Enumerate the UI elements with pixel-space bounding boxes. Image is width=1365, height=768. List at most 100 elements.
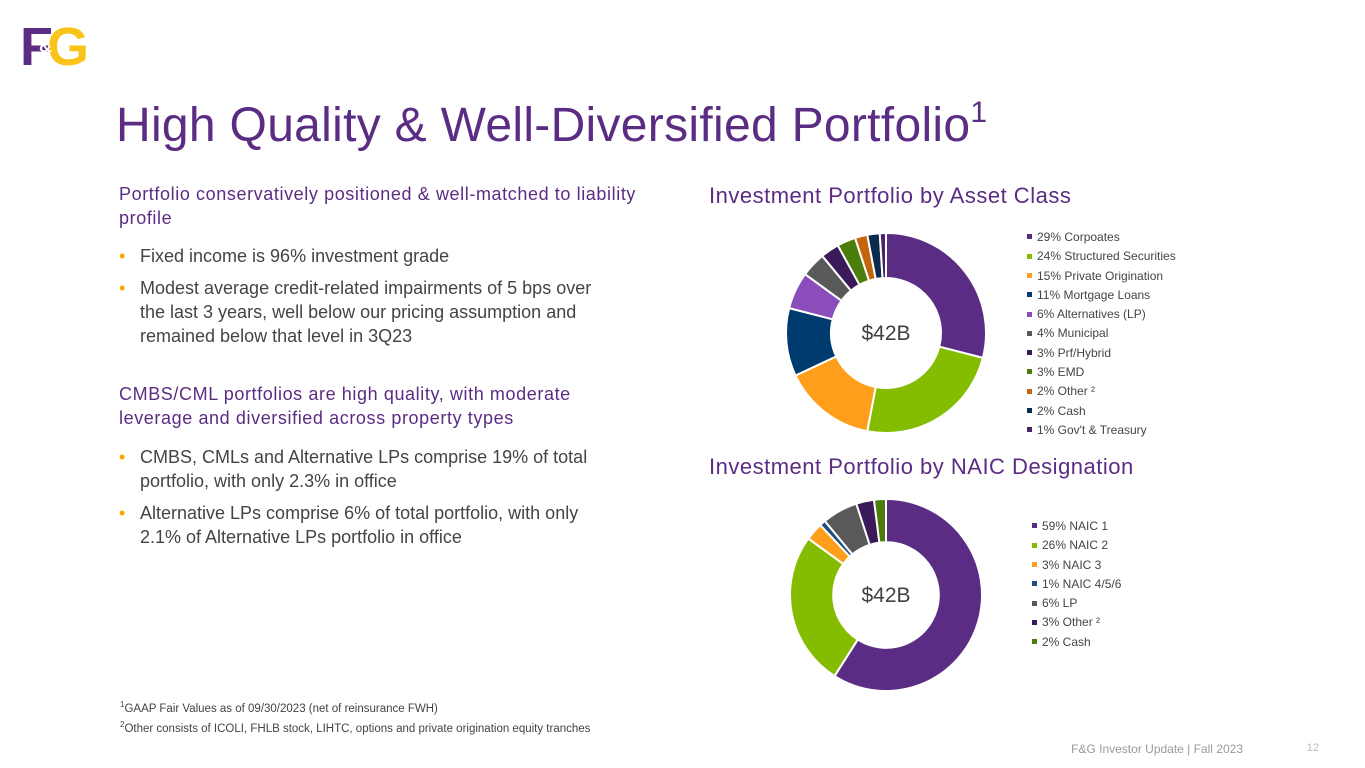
bullet-text: Alternative LPs comprise 6% of total por… (140, 503, 579, 547)
legend-label: 6% Alternatives (LP) (1037, 307, 1146, 322)
legend-item: 26% NAIC 2 (1032, 536, 1121, 555)
legend-swatch (1027, 330, 1032, 336)
legend-item: 6% LP (1032, 594, 1121, 613)
legend-label: 3% Prf/Hybrid (1037, 345, 1112, 360)
bullet-text: CMBS, CMLs and Alternative LPs comprise … (140, 447, 588, 491)
legend-swatch (1032, 600, 1037, 606)
legend-label: 29% Corpoates (1037, 230, 1120, 244)
donut-slice (878, 231, 887, 280)
legend-item: 2% Cash (1027, 402, 1176, 421)
logo-g-letter: G (47, 17, 89, 68)
legend-label: 11% Mortgage Loans (1037, 287, 1151, 302)
legend-label: 15% Private Origination (1037, 268, 1164, 283)
logo-f-letter: F (20, 17, 53, 68)
legend-swatch (1027, 369, 1032, 375)
asset-class-donut-chart: $42B (785, 231, 987, 434)
donut-slice (872, 497, 887, 544)
bullet-text: Fixed income is 96% investment grade (140, 246, 450, 266)
legend-swatch (1027, 427, 1032, 433)
legend-item: 3% NAIC 3 (1032, 556, 1121, 575)
section1-bullet: • Modest average credit-related impairmen… (119, 276, 599, 348)
legend-item: 1% NAIC 4/5/6 (1032, 575, 1121, 594)
legend-item: 29% Corpoates (1027, 228, 1176, 247)
footnote-text: Other consists of ICOLI, FHLB stock, LIH… (124, 722, 591, 735)
naic-designation-legend: 59% NAIC 1 26% NAIC 2 3% NAIC 3 1% NAIC 4/5… (1032, 517, 1121, 652)
bullet-dot: • (119, 503, 126, 523)
legend-swatch (1027, 234, 1032, 240)
legend-label: 2% Cash (1042, 634, 1091, 649)
naic-designation-donut-chart: $42B (789, 497, 983, 692)
footnote-text: GAAP Fair Values as of 09/30/2023 (net o… (124, 702, 438, 715)
section1-heading: Portfolio conservatively positioned & we… (119, 184, 637, 228)
footnote-marker: 2 (120, 719, 125, 729)
bullet-text: Modest average credit-related impairment… (140, 278, 592, 346)
page-title-text: High Quality & Well-Diversified Portfoli… (116, 99, 971, 152)
legend-label: 4% Municipal (1037, 326, 1109, 341)
section2-bullet: • CMBS, CMLs and Alternative LPs comprise… (119, 445, 599, 493)
legend-label: 1% Gov't & Treasury (1037, 422, 1147, 437)
chart2-title: Investment Portfolio by NAIC Designation (709, 454, 1134, 479)
legend-item: 3% Prf/Hybrid (1027, 344, 1176, 363)
legend-item: 11% Mortgage Loans (1027, 286, 1176, 305)
bullet-dot: • (119, 447, 126, 467)
bullet-dot: • (119, 278, 126, 298)
legend-item: 4% Municipal (1027, 324, 1176, 343)
donut-slice (789, 537, 860, 678)
legend-label: 2% Cash (1037, 403, 1086, 418)
legend-swatch (1027, 292, 1032, 298)
footnote-marker: 1 (120, 700, 125, 709)
chart1-title: Investment Portfolio by Asset Class (709, 183, 1072, 208)
legend-item: 6% Alternatives (LP) (1027, 305, 1176, 324)
section2-bullets: • CMBS, CMLs and Alternative LPs comprise… (119, 445, 599, 557)
footnotes: 1GAAP Fair Values as of 09/30/2023 (net … (120, 697, 590, 737)
legend-label: 24% Structured Securities (1037, 249, 1176, 264)
donut-slice (833, 497, 983, 692)
legend-label: 3% EMD (1037, 365, 1085, 380)
legend-swatch (1027, 388, 1032, 394)
legend-item: 3% EMD (1027, 363, 1176, 382)
footnote-1: 1GAAP Fair Values as of 09/30/2023 (net … (120, 697, 590, 717)
legend-swatch (1027, 311, 1032, 317)
legend-swatch (1032, 542, 1037, 548)
page-number: 12 (1306, 742, 1319, 754)
legend-label: 2% Other ² (1037, 384, 1096, 399)
legend-label: 26% NAIC 2 (1042, 538, 1109, 553)
fg-logo: F G & (20, 17, 89, 68)
legend-label: 59% NAIC 1 (1042, 519, 1109, 533)
page-title-footnote-marker: 1 (970, 96, 988, 129)
section1-bullets: • Fixed income is 96% investment grade • M… (119, 244, 599, 356)
footnote-2: 2Other consists of ICOLI, FHLB stock, LI… (120, 717, 590, 737)
legend-swatch (1027, 253, 1032, 259)
donut-slice (885, 231, 987, 360)
legend-label: 6% LP (1042, 596, 1078, 611)
legend-swatch (1027, 272, 1032, 278)
legend-item: 2% Other ² (1027, 382, 1176, 401)
legend-item: 2% Cash (1032, 633, 1121, 652)
donut-slice (866, 345, 985, 434)
footer-text: F&G Investor Update | Fall 2023 (1071, 742, 1243, 756)
section2-heading: CMBS/CML portfolios are high quality, wi… (119, 384, 571, 428)
logo-ampersand: & (39, 36, 52, 56)
legend-swatch (1032, 639, 1037, 645)
legend-swatch (1032, 619, 1037, 625)
legend-item: 1% Gov't & Treasury (1027, 421, 1176, 440)
legend-label: 1% NAIC 4/5/6 (1042, 576, 1122, 591)
legend-swatch (1027, 350, 1032, 356)
legend-label: 3% NAIC 3 (1042, 557, 1102, 572)
page-title: High Quality & Well-Diversified Portfoli… (116, 96, 988, 153)
legend-item: 3% Other ² (1032, 613, 1121, 632)
legend-item: 24% Structured Securities (1027, 247, 1176, 266)
donut-center-label: $42B (861, 322, 910, 345)
section1-bullet: • Fixed income is 96% investment grade (119, 244, 599, 268)
legend-swatch (1032, 523, 1037, 529)
legend-swatch (1032, 581, 1037, 587)
section2-bullet: • Alternative LPs comprise 6% of total po… (119, 501, 599, 549)
legend-label: 3% Other ² (1042, 615, 1101, 630)
legend-swatch (1032, 561, 1037, 567)
legend-item: 59% NAIC 1 (1032, 517, 1121, 536)
legend-swatch (1027, 408, 1032, 413)
donut-center-label: $42B (861, 584, 910, 607)
asset-class-legend: 29% Corpoates 24% Structured Securities 15… (1027, 228, 1176, 440)
legend-item: 15% Private Origination (1027, 267, 1176, 286)
bullet-dot: • (119, 246, 126, 266)
